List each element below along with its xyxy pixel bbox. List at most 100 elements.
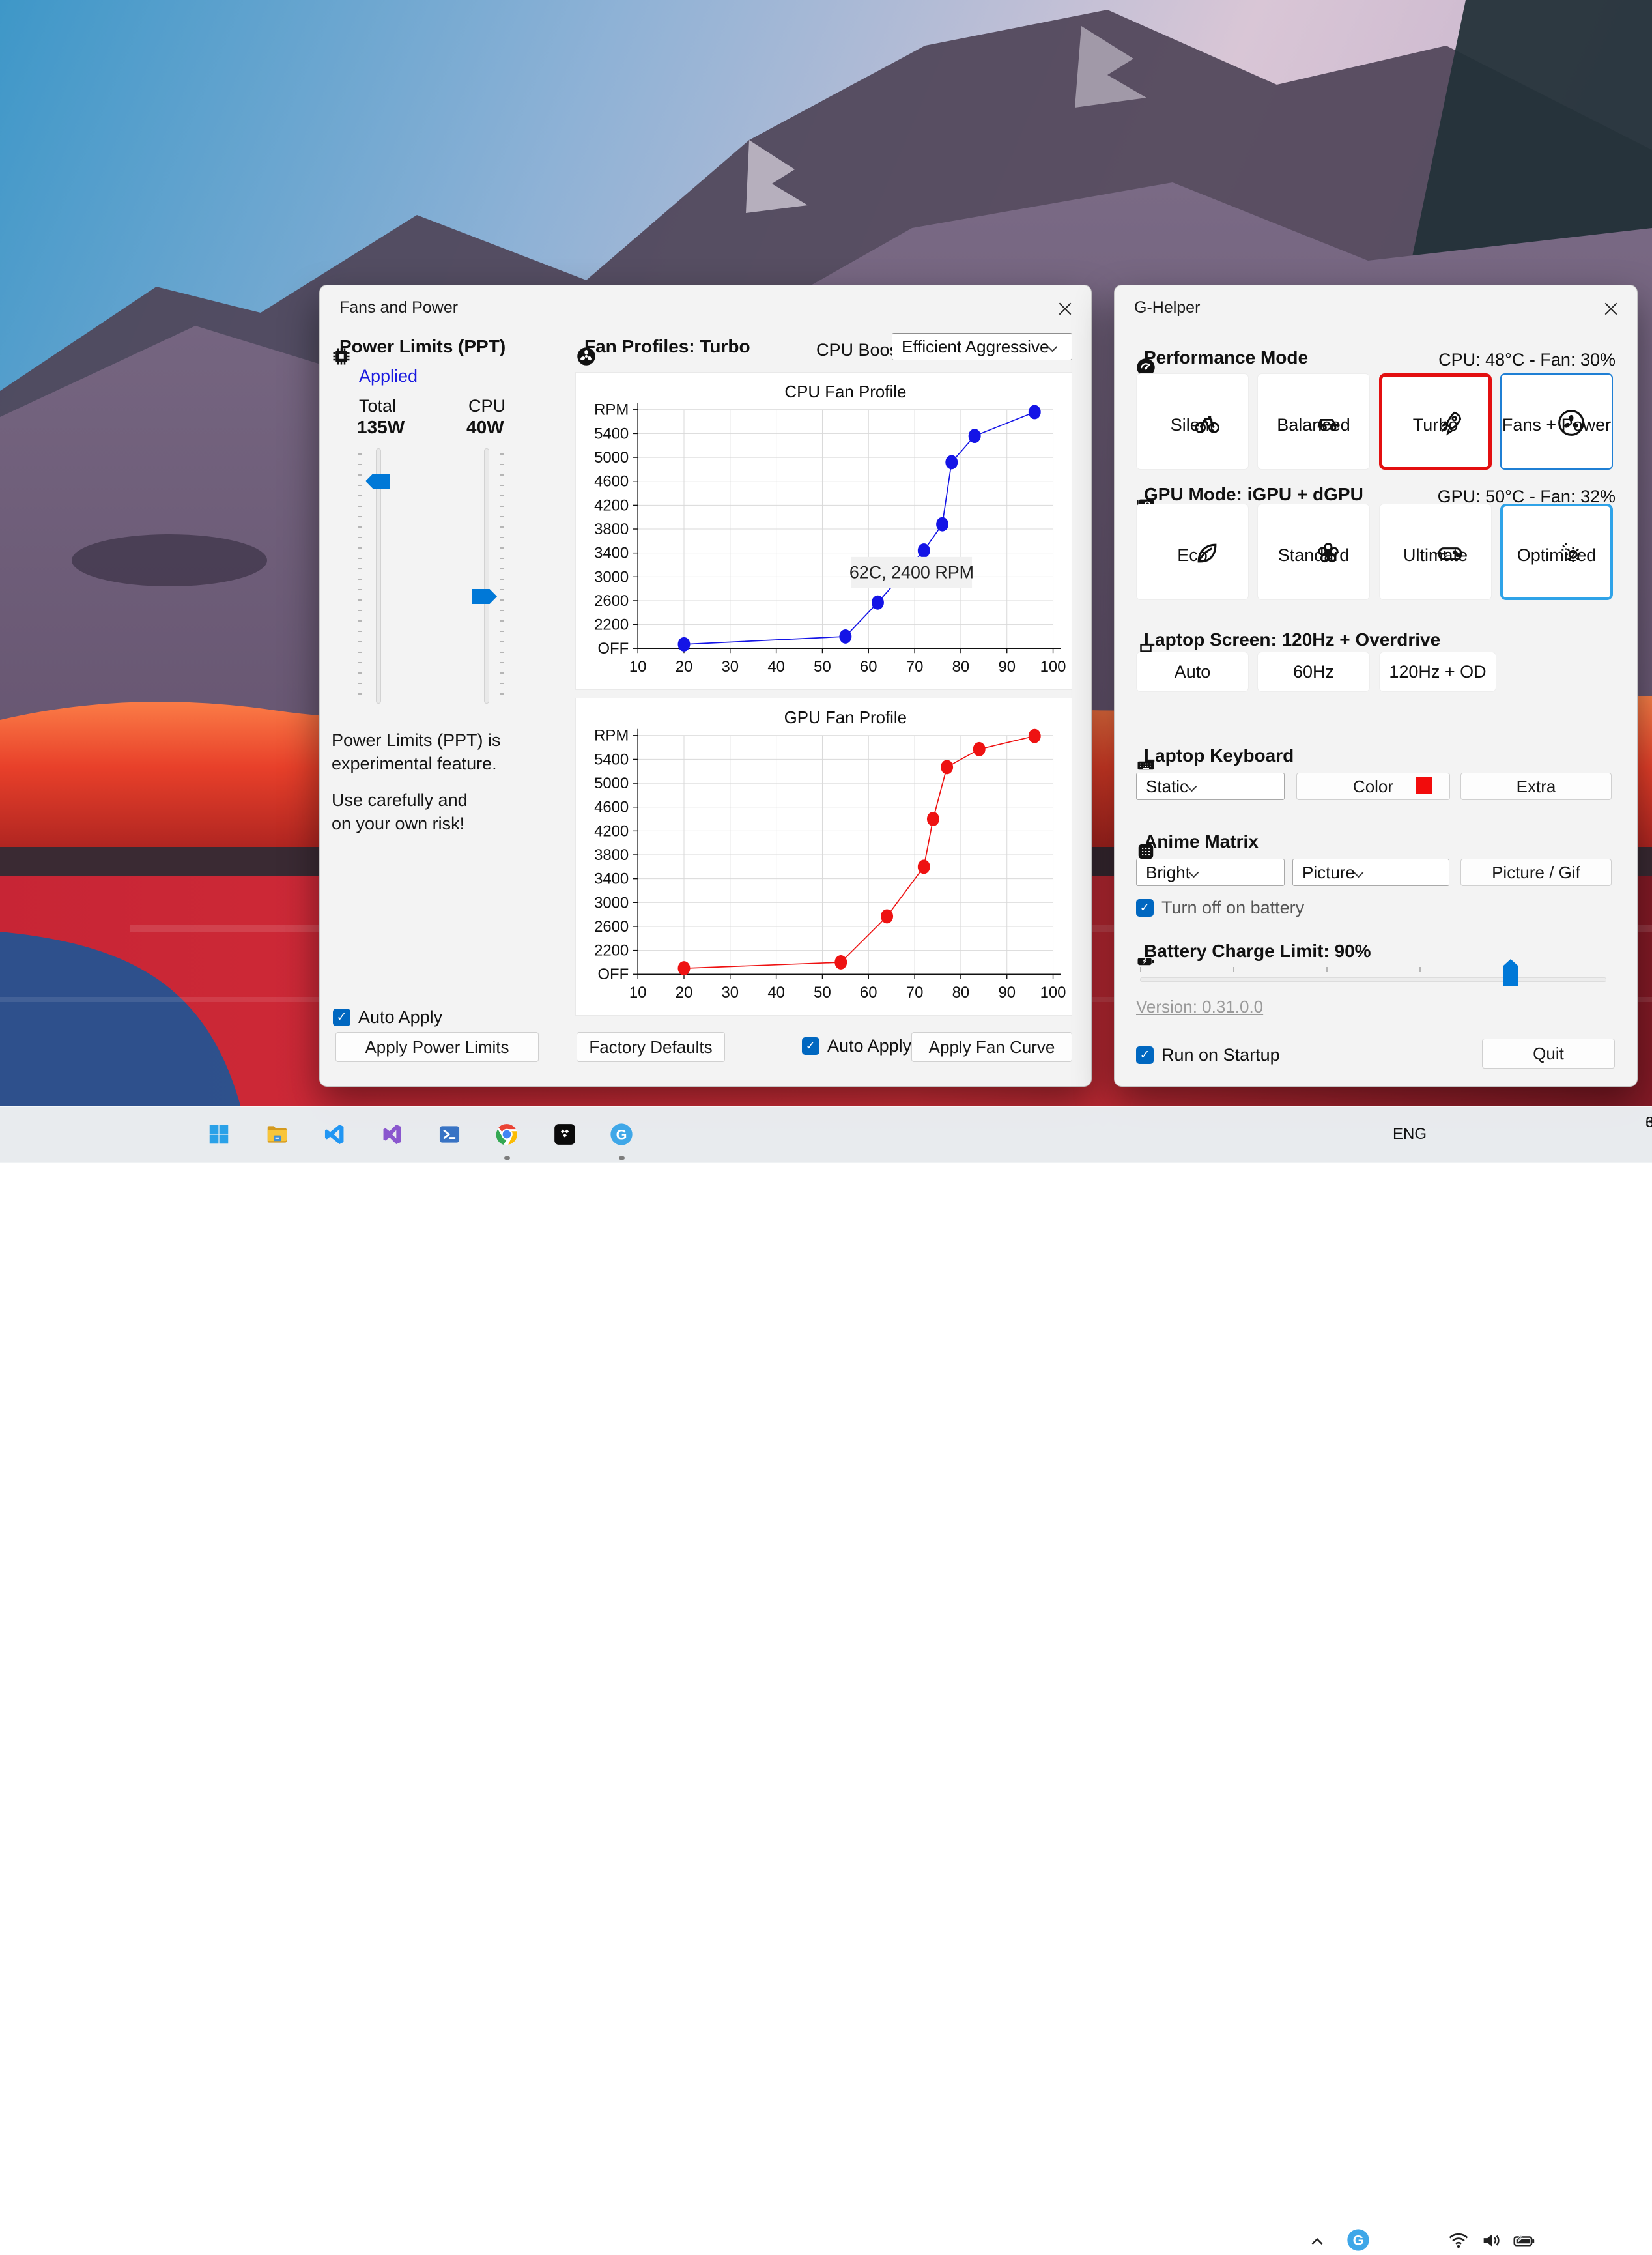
keyboard-mode-select[interactable]: Static bbox=[1136, 773, 1285, 800]
quit-button[interactable]: Quit bbox=[1482, 1039, 1615, 1069]
date: 3/18/2023 bbox=[1645, 1113, 1652, 1130]
svg-text:100: 100 bbox=[1040, 658, 1066, 676]
turbo-mode-button[interactable]: Turbo bbox=[1379, 373, 1492, 470]
g-helper-icon: G bbox=[1347, 2229, 1369, 2251]
screen-60hz-button[interactable]: 60Hz bbox=[1257, 652, 1370, 692]
close-icon bbox=[1059, 302, 1072, 315]
tray-volume-button[interactable] bbox=[1476, 2225, 1506, 2255]
fans-and-power-window: Fans and Power Power Limits (PPT) Applie… bbox=[319, 285, 1092, 1087]
optimized-gpu-button[interactable]: Optimized bbox=[1500, 504, 1613, 600]
total-power-value: 135W bbox=[357, 417, 405, 437]
checkbox-checked-icon: ✓ bbox=[1136, 899, 1154, 917]
svg-text:60: 60 bbox=[860, 658, 877, 676]
checkbox-checked-icon: ✓ bbox=[802, 1037, 819, 1055]
close-icon bbox=[1604, 302, 1617, 315]
close-button[interactable] bbox=[1049, 294, 1081, 323]
gpu-fan-chart[interactable]: 10 20 30 40 50 60 70 80 90 100 OFF 2200 2600 3000 3400… bbox=[575, 698, 1072, 1016]
cpu-fan-chart[interactable]: 10 20 30 40 50 60 70 80 90 100 OFF 2200 2600 3000 3400… bbox=[575, 372, 1072, 690]
cpu-power-label: CPU bbox=[468, 396, 506, 416]
window-title: G-Helper bbox=[1134, 298, 1201, 317]
svg-text:RPM: RPM bbox=[594, 401, 629, 419]
apply-power-limits-button[interactable]: Apply Power Limits bbox=[335, 1032, 539, 1062]
gpu-mode-header: GPU Mode: iGPU + dGPU bbox=[1136, 484, 1363, 511]
screen-120hz-od-button[interactable]: 120Hz + OD bbox=[1379, 652, 1496, 692]
time: 6:45 PM bbox=[1645, 1113, 1652, 1130]
language-indicator[interactable]: ENG bbox=[1393, 1125, 1427, 1143]
laptop-keyboard-header: Laptop Keyboard bbox=[1136, 745, 1294, 770]
taskbar-g-helper[interactable]: G bbox=[602, 1115, 641, 1154]
applied-status-link[interactable]: Applied bbox=[359, 366, 418, 386]
balanced-mode-button[interactable]: Balanced bbox=[1257, 373, 1370, 470]
tray-wifi-button[interactable] bbox=[1444, 2225, 1474, 2255]
total-slider-ticks bbox=[358, 453, 362, 698]
tray-battery-button[interactable] bbox=[1509, 2225, 1539, 2255]
svg-text:5400: 5400 bbox=[594, 751, 629, 768]
close-button[interactable] bbox=[1595, 294, 1627, 323]
vscode-icon bbox=[324, 1124, 344, 1145]
total-power-slider-handle[interactable] bbox=[365, 474, 390, 489]
svg-text:90: 90 bbox=[998, 658, 1016, 676]
keyboard-color-button[interactable]: Color bbox=[1296, 773, 1450, 800]
eco-gpu-button[interactable]: Eco bbox=[1136, 504, 1249, 600]
visual-studio-icon bbox=[383, 1124, 401, 1145]
battery-charge-slider[interactable] bbox=[1140, 977, 1606, 982]
turn-off-on-battery-checkbox[interactable]: ✓ Turn off on battery bbox=[1136, 898, 1304, 918]
svg-text:90: 90 bbox=[998, 984, 1016, 1001]
chevron-down-icon bbox=[1047, 341, 1058, 352]
taskbar-vscode[interactable] bbox=[315, 1115, 354, 1154]
auto-apply-fan-checkbox[interactable]: ✓ Auto Apply bbox=[802, 1036, 911, 1056]
cpu-power-slider[interactable] bbox=[484, 448, 489, 704]
svg-text:60: 60 bbox=[860, 984, 877, 1001]
chrome-icon bbox=[496, 1124, 517, 1145]
version-link[interactable]: Version: 0.31.0.0 bbox=[1136, 997, 1264, 1016]
window-title: Fans and Power bbox=[339, 298, 459, 317]
factory-defaults-button[interactable]: Factory Defaults bbox=[577, 1032, 725, 1062]
battery-charge-slider-handle[interactable] bbox=[1503, 959, 1518, 986]
experimental-note-1: Power Limits (PPT) is experimental featur… bbox=[332, 730, 501, 773]
matrix-mode-select[interactable]: Picture bbox=[1292, 859, 1449, 886]
keyboard-extra-button[interactable]: Extra bbox=[1460, 773, 1612, 800]
picture-gif-button[interactable]: Picture / Gif bbox=[1460, 859, 1612, 886]
g-helper-running-indicator bbox=[619, 1156, 625, 1160]
silent-mode-button[interactable]: Silent bbox=[1136, 373, 1249, 470]
taskbar-chrome[interactable] bbox=[487, 1115, 526, 1154]
taskbar-file-explorer[interactable] bbox=[257, 1115, 296, 1154]
svg-text:80: 80 bbox=[952, 658, 970, 676]
svg-text:10: 10 bbox=[629, 984, 647, 1001]
svg-text:5400: 5400 bbox=[594, 425, 629, 442]
auto-apply-power-checkbox[interactable]: ✓ Auto Apply bbox=[333, 1007, 442, 1027]
svg-text:40: 40 bbox=[767, 658, 785, 676]
taskbar-tidal[interactable] bbox=[545, 1115, 584, 1154]
tray-g-helper-icon[interactable]: G bbox=[1343, 2225, 1373, 2255]
folder-icon bbox=[267, 1126, 287, 1143]
chevron-down-icon bbox=[1186, 781, 1197, 792]
start-button[interactable] bbox=[199, 1115, 238, 1154]
fans-power-mode-button[interactable]: Fans + Power bbox=[1500, 373, 1613, 470]
screen-auto-button[interactable]: Auto bbox=[1136, 652, 1249, 692]
svg-text:G: G bbox=[616, 1127, 627, 1143]
battery-slider-ticks bbox=[1140, 967, 1606, 972]
experimental-note-2: Use carefully and on your own risk! bbox=[332, 790, 468, 833]
taskbar-powershell[interactable] bbox=[430, 1115, 469, 1154]
run-on-startup-checkbox[interactable]: ✓ Run on Startup bbox=[1136, 1045, 1280, 1065]
taskbar-visual-studio[interactable] bbox=[373, 1115, 412, 1154]
performance-mode-header: Performance Mode bbox=[1136, 347, 1308, 377]
svg-text:50: 50 bbox=[814, 658, 831, 676]
svg-text:100: 100 bbox=[1040, 984, 1066, 1001]
color-swatch bbox=[1416, 777, 1432, 794]
svg-text:80: 80 bbox=[952, 984, 970, 1001]
cpu-boost-select[interactable]: Efficient Aggressive bbox=[892, 333, 1072, 360]
g-helper-icon: G bbox=[610, 1123, 633, 1145]
tray-chevron-up-button[interactable] bbox=[1300, 2229, 1334, 2255]
tidal-icon bbox=[554, 1124, 575, 1145]
ultimate-gpu-button[interactable]: Ultimate bbox=[1379, 504, 1492, 600]
matrix-brightness-select[interactable]: Bright bbox=[1136, 859, 1285, 886]
svg-text:10: 10 bbox=[629, 658, 647, 676]
apply-fan-curve-button[interactable]: Apply Fan Curve bbox=[911, 1032, 1072, 1062]
chevron-down-icon bbox=[1353, 867, 1364, 878]
svg-text:62C, 2400 RPM: 62C, 2400 RPM bbox=[849, 563, 974, 582]
standard-gpu-button[interactable]: Standard bbox=[1257, 504, 1370, 600]
svg-text:2600: 2600 bbox=[594, 918, 629, 936]
cpu-power-slider-handle[interactable] bbox=[472, 589, 497, 604]
total-power-slider[interactable] bbox=[376, 448, 381, 704]
